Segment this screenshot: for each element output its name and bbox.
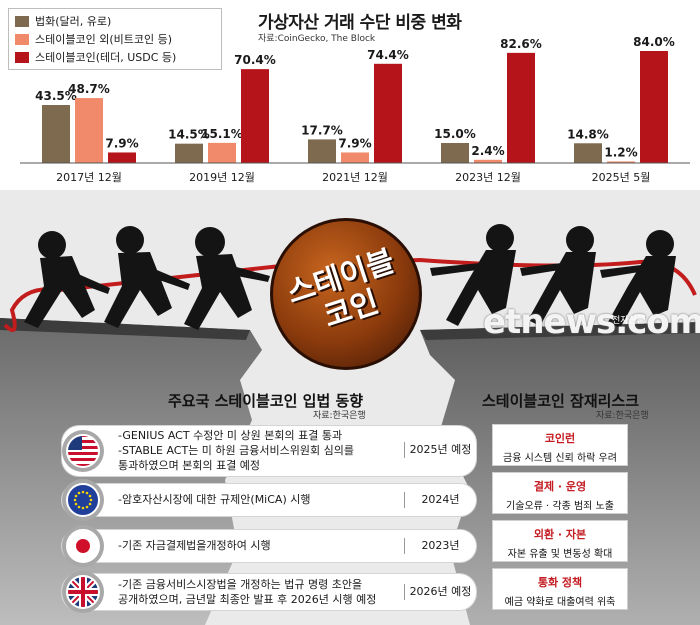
bar-value-label: 17.7%: [301, 123, 343, 137]
bar-value-label: 74.4%: [367, 48, 409, 62]
category-label: 2021년 12월: [322, 171, 388, 184]
watermark-sub: 전자신문: [612, 316, 646, 326]
risk-head: 결제 · 운영: [533, 480, 587, 493]
policy-text: -암호자산시장에 대한 규제안(MiCA) 시행: [118, 493, 311, 506]
japan-flag-icon: [62, 525, 104, 567]
bar-3-2: [507, 52, 535, 163]
policy-date: 2026년 예정: [404, 584, 476, 600]
policy-text: -GENIUS ACT 수정안 미 상원 본회의 표결 통과 -STABLE A…: [118, 429, 354, 472]
bar-1-1: [208, 142, 236, 163]
bar-2-0: [308, 139, 336, 163]
bar-value-label: 14.8%: [567, 127, 609, 141]
stablecoin-coin: 스테이블 코인: [270, 218, 422, 370]
category-label: 2019년 12월: [189, 171, 255, 184]
bar-value-label: 7.9%: [105, 136, 138, 150]
watermark: etnews.com: [483, 302, 700, 342]
bar-value-label: 15.1%: [201, 127, 243, 141]
legend-swatch: [15, 15, 29, 27]
bar-value-label: 82.6%: [500, 37, 542, 51]
bar-3-1: [474, 159, 502, 163]
chart-legend: 법화(달러, 유로) 스테이블코인 외(비트코인 등) 스테이블코인(테더, U…: [8, 8, 222, 70]
coin-label: 스테이블 코인: [282, 243, 399, 335]
chart-title: 가상자산 거래 수단 비중 변화: [258, 13, 462, 33]
legend-label: 스테이블코인 외(비트코인 등): [35, 33, 173, 46]
risk-item-coin-run: 코인런 금융 시스템 신뢰 하락 우려: [492, 424, 628, 466]
policy-row-uk: -기존 금융서비스시장법을 개정하는 법규 명령 초안을 공개하였으며, 금년말…: [62, 574, 476, 610]
bar-4-2: [640, 51, 668, 163]
chart-source: 자료:CoinGecko, The Block: [258, 34, 376, 44]
bar-0-1: [75, 98, 103, 163]
bar-2-2: [374, 63, 402, 163]
policy-date: 2025년 예정: [404, 442, 476, 458]
bar-value-label: 15.0%: [434, 127, 476, 141]
risk-item-monetary: 통화 정책 예금 약화로 대출여력 위축: [492, 568, 628, 610]
eu-flag-icon: [62, 479, 104, 521]
bar-value-label: 14.5%: [168, 128, 210, 142]
bar-2-1: [341, 152, 369, 163]
chart-area: 43.5% 48.7% 7.9% 2017년 12월 14.5% 15.1% 70.4% 20…: [0, 0, 700, 190]
right-pullers: [430, 224, 676, 328]
legend-swatch: [15, 33, 29, 45]
bar-0-0: [42, 105, 70, 163]
us-flag-icon: [62, 430, 104, 472]
bar-value-label: 1.2%: [604, 145, 637, 159]
bar-1-0: [175, 143, 203, 163]
risk-head: 코인런: [544, 432, 576, 445]
category-label: 2017년 12월: [56, 171, 122, 184]
policy-date: 2023년: [404, 538, 476, 554]
bar-1-2: [241, 69, 269, 163]
risk-desc: 금융 시스템 신뢰 하락 우려: [503, 453, 617, 464]
category-label: 2023년 12월: [455, 171, 521, 184]
legend-label: 법화(달러, 유로): [35, 15, 112, 28]
policy-date: 2024년: [404, 492, 476, 508]
bar-chart: 43.5%48.7% 7.9% 2017년 12월 14.5%15.1% 70.4% 20…: [20, 35, 690, 184]
bar-4-1: [607, 161, 635, 163]
risk-desc: 기술오류 · 각종 범죄 노출: [506, 501, 614, 512]
risk-head: 통화 정책: [537, 576, 583, 589]
policy-row-japan: -기존 자금결제법을개정하여 시행 2023년: [62, 530, 476, 562]
policy-text: -기존 자금결제법을개정하여 시행: [118, 539, 271, 552]
bar-value-label: 43.5%: [35, 89, 77, 103]
legend-swatch: [15, 51, 29, 63]
bar-value-label: 2.4%: [471, 144, 504, 158]
legend-item-non-stable: 스테이블코인 외(비트코인 등): [15, 30, 215, 48]
policy-text: -기존 금융서비스시장법을 개정하는 법규 명령 초안을 공개하였으며, 금년말…: [118, 578, 377, 606]
risk-desc: 자본 유출 및 변동성 확대: [507, 549, 613, 560]
bar-0-2: [108, 152, 136, 163]
bar-value-label: 48.7%: [68, 82, 110, 96]
legend-item-fiat: 법화(달러, 유로): [15, 12, 215, 30]
uk-flag-icon: [62, 571, 104, 613]
bar-4-0: [574, 143, 602, 163]
risk-head: 외환 · 자본: [533, 528, 587, 541]
policy-source: 자료:한국은행: [313, 411, 366, 421]
bar-value-label: 70.4%: [234, 53, 276, 67]
left-pullers: [24, 226, 270, 330]
risk-item-fx-capital: 외환 · 자본 자본 유출 및 변동성 확대: [492, 520, 628, 562]
risk-desc: 예금 약화로 대출여력 위축: [504, 597, 616, 608]
legend-label: 스테이블코인(테더, USDC 등): [35, 51, 177, 64]
bar-3-0: [441, 143, 469, 163]
bar-value-label: 7.9%: [338, 136, 371, 150]
policy-title: 주요국 스테이블코인 입법 동향: [168, 392, 364, 410]
policy-row-us: -GENIUS ACT 수정안 미 상원 본회의 표결 통과 -STABLE A…: [62, 426, 476, 476]
risk-item-payment: 결제 · 운영 기술오류 · 각종 범죄 노출: [492, 472, 628, 514]
risk-title: 스테이블코인 잠재리스크: [482, 392, 640, 410]
policy-row-eu: -암호자산시장에 대한 규제안(MiCA) 시행 2024년: [62, 484, 476, 516]
risk-source: 자료:한국은행: [596, 411, 649, 421]
legend-item-stablecoin: 스테이블코인(테더, USDC 등): [15, 48, 215, 66]
bar-value-label: 84.0%: [633, 35, 675, 49]
category-label: 2025년 5월: [592, 171, 651, 184]
